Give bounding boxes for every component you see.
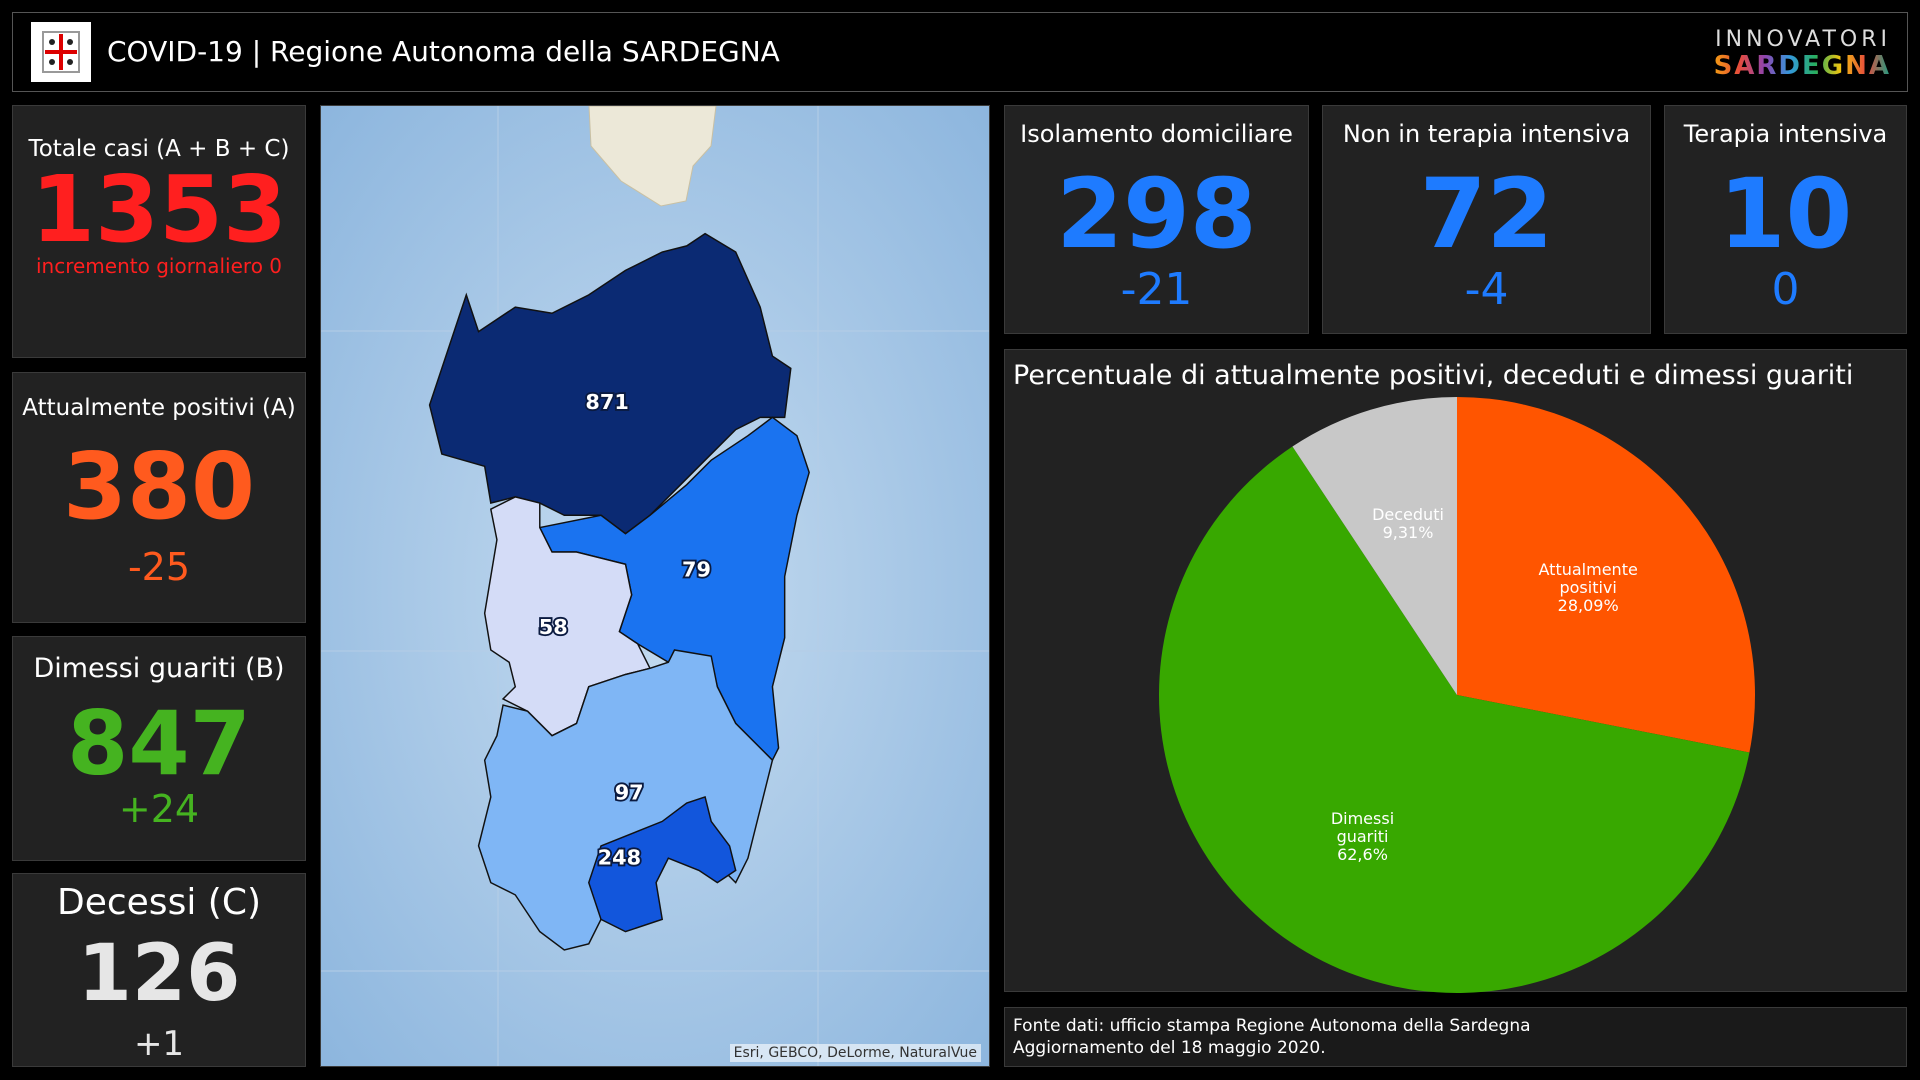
map: 871 79 58 97 248 [321,106,989,1066]
map-attribution: Esri, GEBCO, DeLorme, NaturalVue [729,1044,981,1062]
total-label: Dimessi guariti (B) [33,653,285,684]
total-value: 847 [67,692,251,795]
detail-value: 72 [1419,158,1554,270]
logo [31,22,91,82]
detail-change: -4 [1464,264,1509,315]
pie-slice [1457,397,1755,753]
total-label: Decessi (C) [57,882,261,923]
total-label: Attualmente positivi (A) [22,395,296,421]
region-label: 248 [598,845,641,869]
slice-name: Attualmente positivi [1538,560,1638,598]
chart-title: Percentuale di attualmente positivi, dec… [1013,360,1854,391]
total-panel: Attualmente positivi (A) 380 -25 [12,372,306,623]
total-value: 1353 [30,156,288,263]
detail-panel: Terapia intensiva 10 0 [1664,105,1907,334]
header-title: COVID-19 | Regione Autonoma della SARDEG… [107,35,780,68]
total-change: +24 [118,787,200,831]
region-label: 79 [682,558,711,582]
detail-value: 10 [1718,158,1853,270]
pie-slice [1292,397,1457,695]
detail-change: -21 [1120,264,1193,315]
total-change: incremento giornaliero 0 [35,254,283,278]
map-region [477,649,774,951]
slice-name: Dimessi guariti [1330,809,1395,847]
region-label: 871 [585,390,628,414]
map-region [587,795,737,933]
detail-panel: Isolamento domiciliare 298 -21 [1004,105,1309,334]
total-panel: Decessi (C) 126 +1 [12,873,306,1067]
total-panel: Dimessi guariti (B) 847 +24 [12,636,306,861]
region-label: 58 [539,615,568,639]
slice-label: Deceduti 9,31% [1353,506,1463,542]
pie-chart [1159,397,1755,993]
pie-slice [1159,446,1750,993]
map-panel: 871 79 58 97 248 Esri, GEBCO, DeLorme, Natur… [320,105,990,1067]
brand-bottom: SARDEGNA [1713,51,1891,81]
total-panel: Totale casi (A + B + C) 1353 incremento gi… [12,105,306,358]
total-value: 126 [77,929,241,1019]
region-label: 97 [615,780,644,804]
footer-update: Aggiornamento del 18 maggio 2020. [1013,1038,1326,1058]
total-label: Totale casi (A + B + C) [28,136,290,162]
slice-value: 28,09% [1557,596,1619,616]
footer-source: Fonte dati: ufficio stampa Regione Auton… [1013,1016,1531,1036]
detail-label: Non in terapia intensiva [1342,120,1631,148]
total-change: +1 [133,1024,185,1064]
total-value: 380 [62,433,256,540]
brand-top: INNOVATORI [1715,27,1891,52]
slice-label: Attualmente positivi 28,09% [1533,561,1643,615]
detail-label: Isolamento domiciliare [1020,120,1293,148]
slice-name: Deceduti [1372,505,1444,525]
footer: Fonte dati: ufficio stampa Regione Auton… [1004,1007,1907,1067]
header: COVID-19 | Regione Autonoma della SARDEG… [12,12,1908,92]
detail-label: Terapia intensiva [1683,120,1888,148]
detail-value: 298 [1056,158,1257,270]
slice-value: 9,31% [1382,523,1434,543]
pie-panel: Percentuale di attualmente positivi, dec… [1004,349,1907,993]
total-change: -25 [127,545,191,589]
slice-label: Dimessi guariti 62,6% [1307,810,1417,864]
detail-change: 0 [1771,264,1800,315]
slice-value: 62,6% [1337,845,1388,865]
detail-panel: Non in terapia intensiva 72 -4 [1322,105,1651,334]
